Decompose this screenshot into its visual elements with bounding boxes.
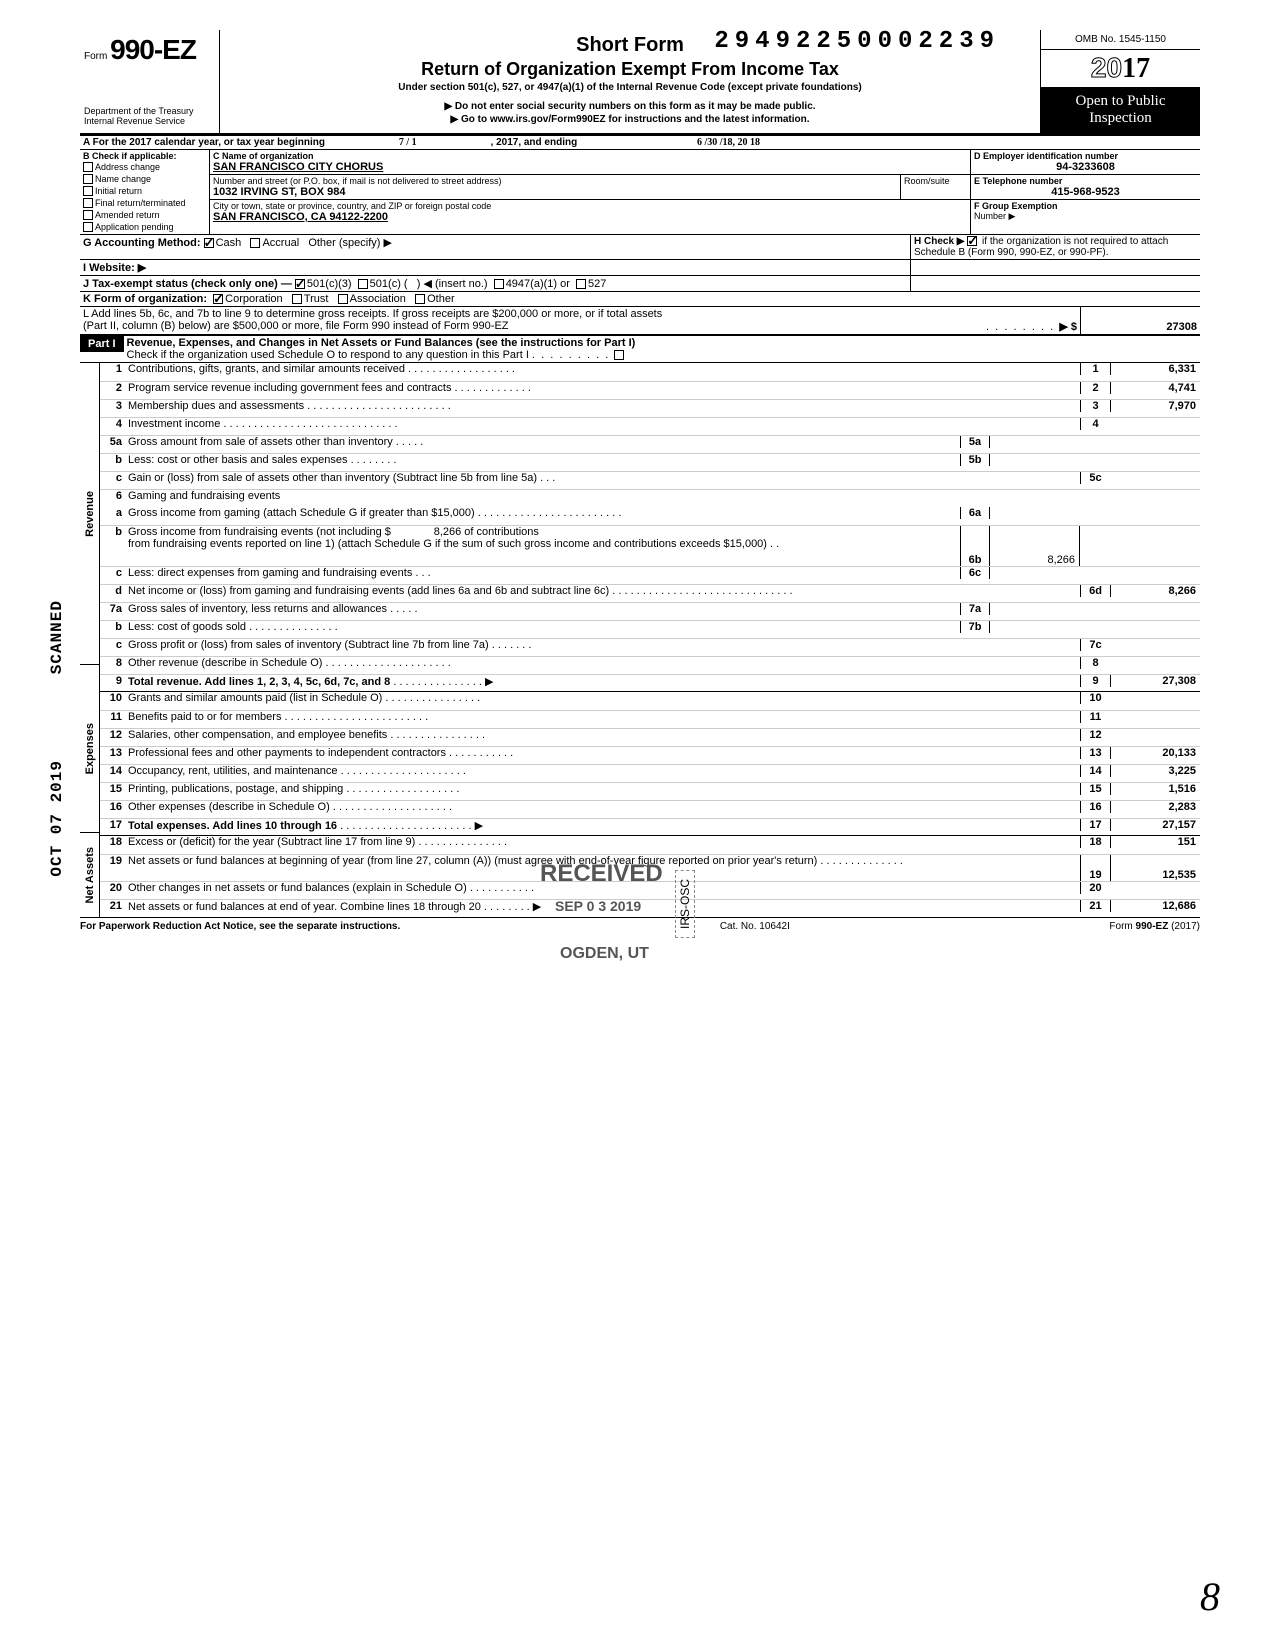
form-header: Form 990-EZ Department of the Treasury I… bbox=[80, 30, 1200, 135]
scan-date: OCT 07 2019 bbox=[48, 760, 66, 877]
line-6b: Gross income from fundraising events (no… bbox=[128, 526, 960, 550]
form-number: Form 990-EZ bbox=[84, 34, 215, 66]
section-k: K Form of organization: Corporation Trus… bbox=[80, 292, 1200, 306]
line-7b: Less: cost of goods sold . . . . . . . .… bbox=[128, 621, 960, 633]
form-warn2: ▶ Go to www.irs.gov/Form990EZ for instru… bbox=[230, 114, 1030, 125]
section-d-label: D Employer identification number bbox=[974, 151, 1197, 161]
form-warn1: ▶ Do not enter social security numbers o… bbox=[230, 101, 1030, 112]
tax-year: 2017 bbox=[1041, 50, 1200, 87]
section-h: H Check ▶ if the organization is not req… bbox=[910, 235, 1200, 259]
line-15: Printing, publications, postage, and shi… bbox=[128, 783, 1080, 795]
footer: For Paperwork Reduction Act Notice, see … bbox=[80, 917, 1200, 932]
city-label: City or town, state or province, country… bbox=[213, 201, 967, 211]
line-5c: Gain or (loss) from sale of assets other… bbox=[128, 472, 1080, 484]
line-6c: Less: direct expenses from gaming and fu… bbox=[128, 567, 960, 579]
section-i: I Website: ▶ bbox=[80, 260, 910, 275]
line-9: Total revenue. Add lines 1, 2, 3, 4, 5c,… bbox=[128, 675, 1080, 688]
part1-label: Part I bbox=[80, 336, 124, 352]
line-8: Other revenue (describe in Schedule O) .… bbox=[128, 657, 1080, 669]
scanned-stamp: SCANNED bbox=[48, 600, 66, 674]
section-l: L Add lines 5b, 6c, and 7b to line 9 to … bbox=[80, 306, 1200, 334]
line-5b: Less: cost or other basis and sales expe… bbox=[128, 454, 960, 466]
line-13: Professional fees and other payments to … bbox=[128, 747, 1080, 759]
ein: 94-3233608 bbox=[974, 161, 1197, 173]
section-e-label: E Telephone number bbox=[974, 176, 1197, 186]
dept-irs: Internal Revenue Service bbox=[84, 116, 215, 126]
org-address: 1032 IRVING ST, BOX 984 bbox=[213, 186, 897, 198]
line-3: Membership dues and assessments . . . . … bbox=[128, 400, 1080, 412]
gross-receipts: 27308 bbox=[1080, 307, 1200, 334]
line-10: Grants and similar amounts paid (list in… bbox=[128, 692, 1080, 704]
signature-8: 8 bbox=[1200, 1573, 1220, 1620]
dept-treasury: Department of the Treasury bbox=[84, 106, 215, 116]
line-1: Contributions, gifts, grants, and simila… bbox=[128, 363, 1080, 375]
side-expenses: Expenses bbox=[82, 721, 98, 776]
part1-check: Check if the organization used Schedule … bbox=[127, 349, 1197, 361]
line-17: Total expenses. Add lines 10 through 16 … bbox=[128, 819, 1080, 832]
received-location: OGDEN, UT bbox=[560, 945, 649, 963]
omb-number: OMB No. 1545-1150 bbox=[1041, 30, 1200, 50]
received-date: SEP 0 3 2019 bbox=[555, 898, 641, 914]
line-7a: Gross sales of inventory, less returns a… bbox=[128, 603, 960, 615]
form-under: Under section 501(c), 527, or 4947(a)(1)… bbox=[230, 82, 1030, 93]
line-7c: Gross profit or (loss) from sales of inv… bbox=[128, 639, 1080, 651]
line-6d: Net income or (loss) from gaming and fun… bbox=[128, 585, 1080, 597]
received-stamp: RECEIVED bbox=[540, 860, 663, 888]
side-revenue: Revenue bbox=[82, 489, 98, 539]
line-18: Excess or (deficit) for the year (Subtra… bbox=[128, 836, 1080, 848]
line-11: Benefits paid to or for members . . . . … bbox=[128, 711, 1080, 723]
line-14: Occupancy, rent, utilities, and maintena… bbox=[128, 765, 1080, 777]
line-4: Investment income . . . . . . . . . . . … bbox=[128, 418, 1080, 430]
section-f-label: F Group Exemption bbox=[974, 201, 1197, 211]
section-j: J Tax-exempt status (check only one) — 5… bbox=[80, 276, 910, 291]
line-2: Program service revenue including govern… bbox=[128, 382, 1080, 394]
section-g: G Accounting Method: Cash Accrual Other … bbox=[80, 235, 910, 259]
line-6: Gaming and fundraising events bbox=[128, 490, 1080, 502]
org-city: SAN FRANCISCO, CA 94122-2200 bbox=[213, 211, 967, 223]
org-name: SAN FRANCISCO CITY CHORUS bbox=[213, 161, 967, 173]
line-a: A For the 2017 calendar year, or tax yea… bbox=[80, 135, 1200, 149]
line-16: Other expenses (describe in Schedule O) … bbox=[128, 801, 1080, 813]
form-subtitle: Return of Organization Exempt From Incom… bbox=[230, 59, 1030, 80]
room-suite: Room/suite bbox=[900, 175, 970, 199]
phone: 415-968-9523 bbox=[974, 186, 1197, 198]
line-12: Salaries, other compensation, and employ… bbox=[128, 729, 1080, 741]
addr-label: Number and street (or P.O. box, if mail … bbox=[213, 176, 897, 186]
side-netassets: Net Assets bbox=[82, 845, 98, 905]
dln: 29492250002239 bbox=[714, 28, 1000, 55]
irs-osc-stamp: IRS-OSC bbox=[675, 870, 695, 938]
line-6a: Gross income from gaming (attach Schedul… bbox=[128, 507, 960, 519]
section-b: B Check if applicable: Address change Na… bbox=[80, 150, 210, 234]
part1-title: Revenue, Expenses, and Changes in Net As… bbox=[127, 337, 1197, 349]
open-to-public: Open to Public Inspection bbox=[1041, 87, 1200, 133]
section-c-label: C Name of organization bbox=[213, 151, 967, 161]
line-5a: Gross amount from sale of assets other t… bbox=[128, 436, 960, 448]
